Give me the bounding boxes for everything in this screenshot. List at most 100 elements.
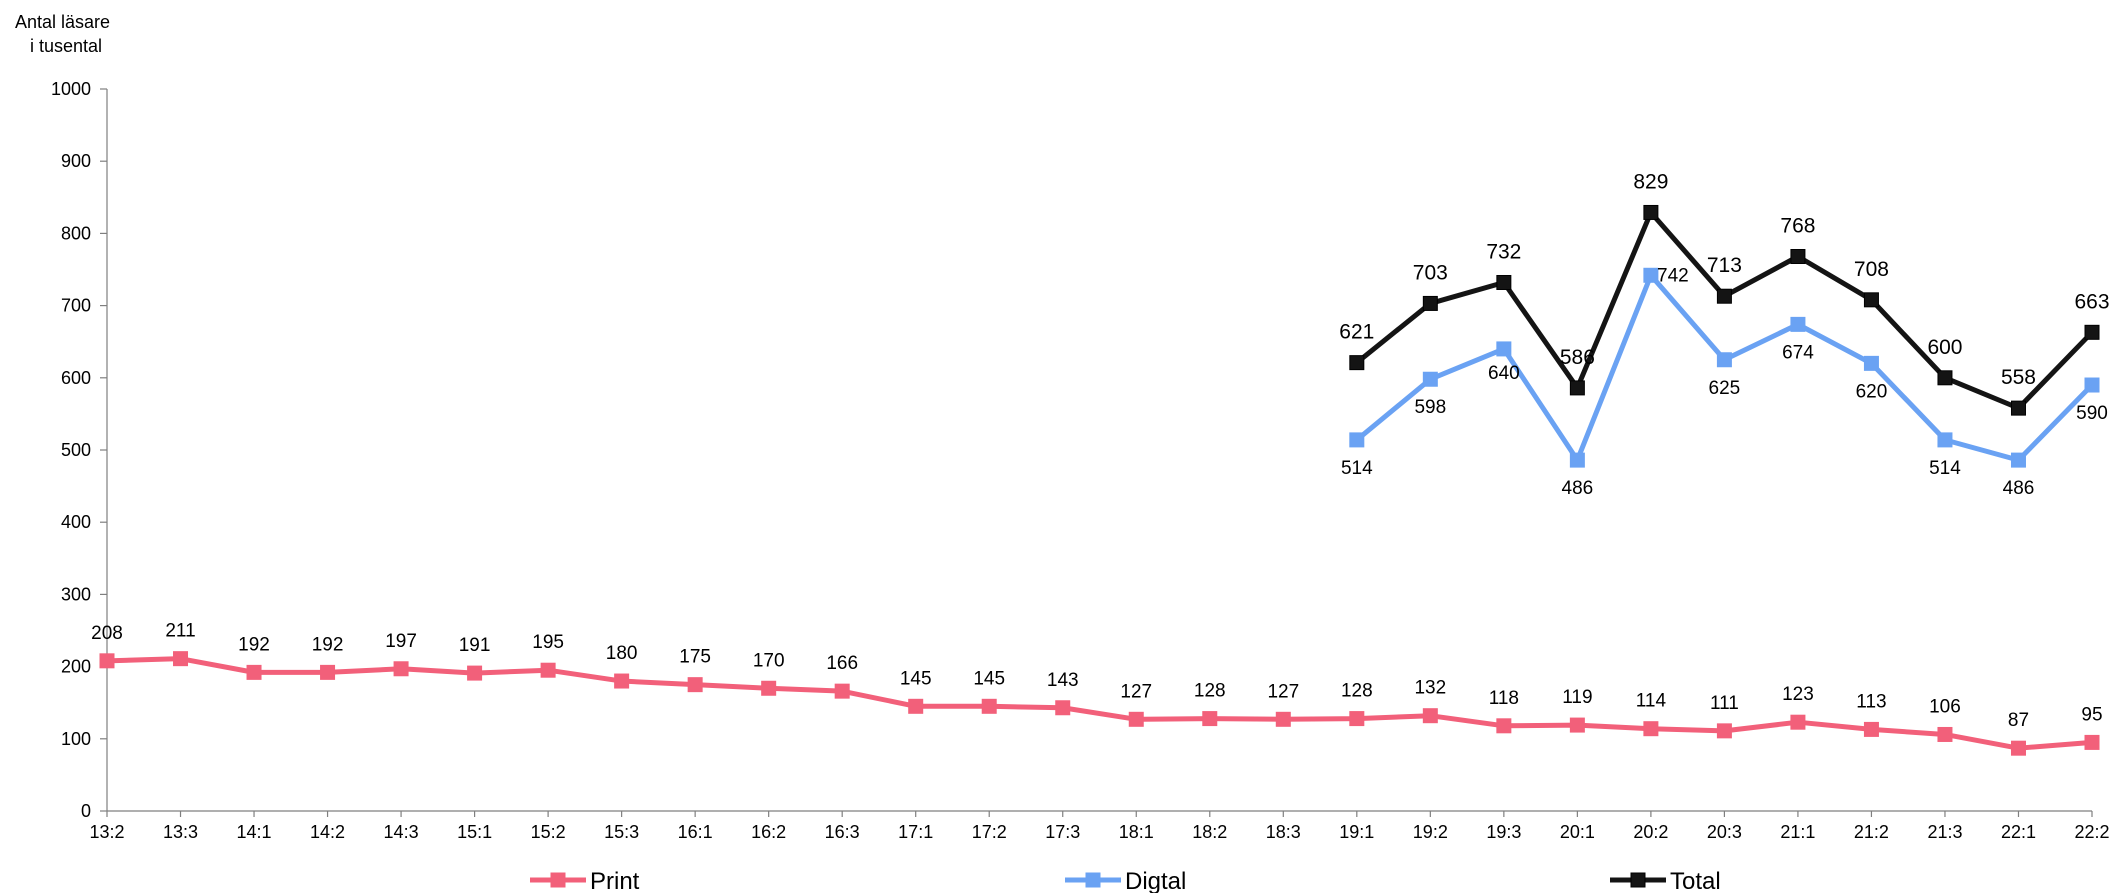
x-tick-label: 15:3 bbox=[604, 822, 639, 842]
data-label-print: 145 bbox=[973, 668, 1005, 689]
x-tick-label: 21:2 bbox=[1854, 822, 1889, 842]
data-label-total: 703 bbox=[1413, 261, 1448, 284]
x-tick-label: 15:1 bbox=[457, 822, 492, 842]
x-tick-label: 13:2 bbox=[89, 822, 124, 842]
series-print bbox=[99, 651, 2100, 756]
data-label-digtal: 590 bbox=[2076, 403, 2108, 424]
data-label-print: 123 bbox=[1782, 684, 1814, 705]
x-tick-label: 21:3 bbox=[1927, 822, 1962, 842]
data-point-total bbox=[1496, 274, 1512, 290]
data-point-print bbox=[1643, 721, 1659, 737]
data-point-total bbox=[1937, 370, 1953, 386]
data-label-print: 127 bbox=[1267, 681, 1299, 702]
data-point-print bbox=[614, 673, 630, 689]
data-label-print: 87 bbox=[2008, 710, 2029, 731]
data-label-digtal: 486 bbox=[2003, 478, 2035, 499]
y-tick-label: 0 bbox=[81, 801, 91, 821]
y-axis-title-line-2: i tusental bbox=[30, 36, 102, 56]
x-tick-label: 19:1 bbox=[1339, 822, 1374, 842]
data-point-total bbox=[1349, 355, 1365, 371]
data-point-print bbox=[834, 683, 850, 699]
legend-item-total: Total bbox=[1610, 868, 1721, 893]
data-label-print: 111 bbox=[1710, 693, 1739, 714]
data-point-print bbox=[1128, 711, 1144, 727]
legend-label: Total bbox=[1670, 868, 1721, 893]
data-point-total bbox=[1790, 249, 1806, 265]
data-label-print: 211 bbox=[165, 621, 195, 642]
data-point-digtal bbox=[1790, 316, 1806, 332]
data-label-total: 586 bbox=[1560, 346, 1595, 369]
data-point-total bbox=[1643, 204, 1659, 220]
x-tick-label: 16:3 bbox=[825, 822, 860, 842]
data-point-digtal bbox=[2010, 452, 2026, 468]
data-point-print bbox=[687, 677, 703, 693]
data-label-print: 119 bbox=[1562, 687, 1592, 708]
data-point-print bbox=[1202, 711, 1218, 727]
data-label-digtal: 620 bbox=[1856, 381, 1888, 402]
legend-swatch-marker bbox=[1630, 872, 1646, 888]
data-point-print bbox=[1790, 714, 1806, 730]
x-tick-label: 22:1 bbox=[2001, 822, 2036, 842]
data-label-print: 166 bbox=[826, 653, 858, 674]
data-point-print bbox=[1349, 711, 1365, 727]
data-point-total bbox=[1569, 380, 1585, 396]
data-label-digtal: 742 bbox=[1657, 265, 1689, 286]
y-axis-title: Antal läsare i tusental bbox=[15, 12, 110, 56]
series-digtal bbox=[1349, 267, 2100, 468]
x-tick-label: 19:2 bbox=[1413, 822, 1448, 842]
data-label-print: 128 bbox=[1194, 681, 1226, 702]
y-tick-label: 400 bbox=[61, 512, 91, 532]
data-point-print bbox=[1569, 717, 1585, 733]
data-point-digtal bbox=[1643, 267, 1659, 283]
data-point-print bbox=[908, 698, 924, 714]
data-point-print bbox=[1275, 711, 1291, 727]
legend-item-digtal: Digtal bbox=[1065, 868, 1186, 893]
x-tick-label: 14:3 bbox=[384, 822, 419, 842]
data-label-print: 95 bbox=[2081, 704, 2102, 725]
x-tick-label: 20:1 bbox=[1560, 822, 1595, 842]
data-label-total: 600 bbox=[1927, 336, 1962, 359]
data-point-total bbox=[1716, 288, 1732, 304]
data-label-print: 114 bbox=[1636, 691, 1667, 712]
data-point-digtal bbox=[2084, 377, 2100, 393]
data-label-print: 191 bbox=[459, 635, 491, 656]
data-point-print bbox=[1422, 708, 1438, 724]
x-tick-label: 17:2 bbox=[972, 822, 1007, 842]
data-point-print bbox=[2084, 734, 2100, 750]
data-label-total: 558 bbox=[2001, 366, 2036, 389]
series-layer bbox=[99, 204, 2100, 756]
data-label-digtal: 625 bbox=[1709, 378, 1741, 399]
x-tick-label: 20:2 bbox=[1633, 822, 1668, 842]
data-label-print: 127 bbox=[1120, 681, 1152, 702]
data-label-total: 768 bbox=[1780, 215, 1815, 238]
data-point-print bbox=[540, 662, 556, 678]
y-tick-label: 700 bbox=[61, 296, 91, 316]
data-point-print bbox=[1863, 721, 1879, 737]
x-tick-label: 18:2 bbox=[1192, 822, 1227, 842]
y-tick-label: 100 bbox=[61, 729, 91, 749]
x-tick-label: 13:3 bbox=[163, 822, 198, 842]
data-label-print: 118 bbox=[1489, 688, 1519, 709]
x-tick-label: 21:1 bbox=[1780, 822, 1815, 842]
data-label-total: 621 bbox=[1339, 321, 1374, 344]
data-point-print bbox=[981, 698, 997, 714]
data-label-print: 113 bbox=[1856, 691, 1886, 712]
data-point-print bbox=[2010, 740, 2026, 756]
data-label-total: 663 bbox=[2074, 290, 2109, 313]
y-tick-label: 800 bbox=[61, 223, 91, 243]
x-tick-label: 16:2 bbox=[751, 822, 786, 842]
data-label-print: 170 bbox=[753, 650, 785, 671]
legend-item-print: Print bbox=[530, 868, 640, 893]
data-label-print: 208 bbox=[91, 623, 123, 644]
data-point-print bbox=[173, 651, 189, 667]
data-point-digtal bbox=[1422, 371, 1438, 387]
data-label-digtal: 514 bbox=[1929, 458, 1961, 479]
data-point-total bbox=[1422, 295, 1438, 311]
data-point-print bbox=[1937, 726, 1953, 742]
data-point-print bbox=[393, 661, 409, 677]
y-axis-title-line-1: Antal läsare bbox=[15, 12, 110, 32]
data-label-print: 197 bbox=[385, 631, 417, 652]
data-label-print: 143 bbox=[1047, 670, 1079, 691]
data-point-digtal bbox=[1496, 341, 1512, 357]
